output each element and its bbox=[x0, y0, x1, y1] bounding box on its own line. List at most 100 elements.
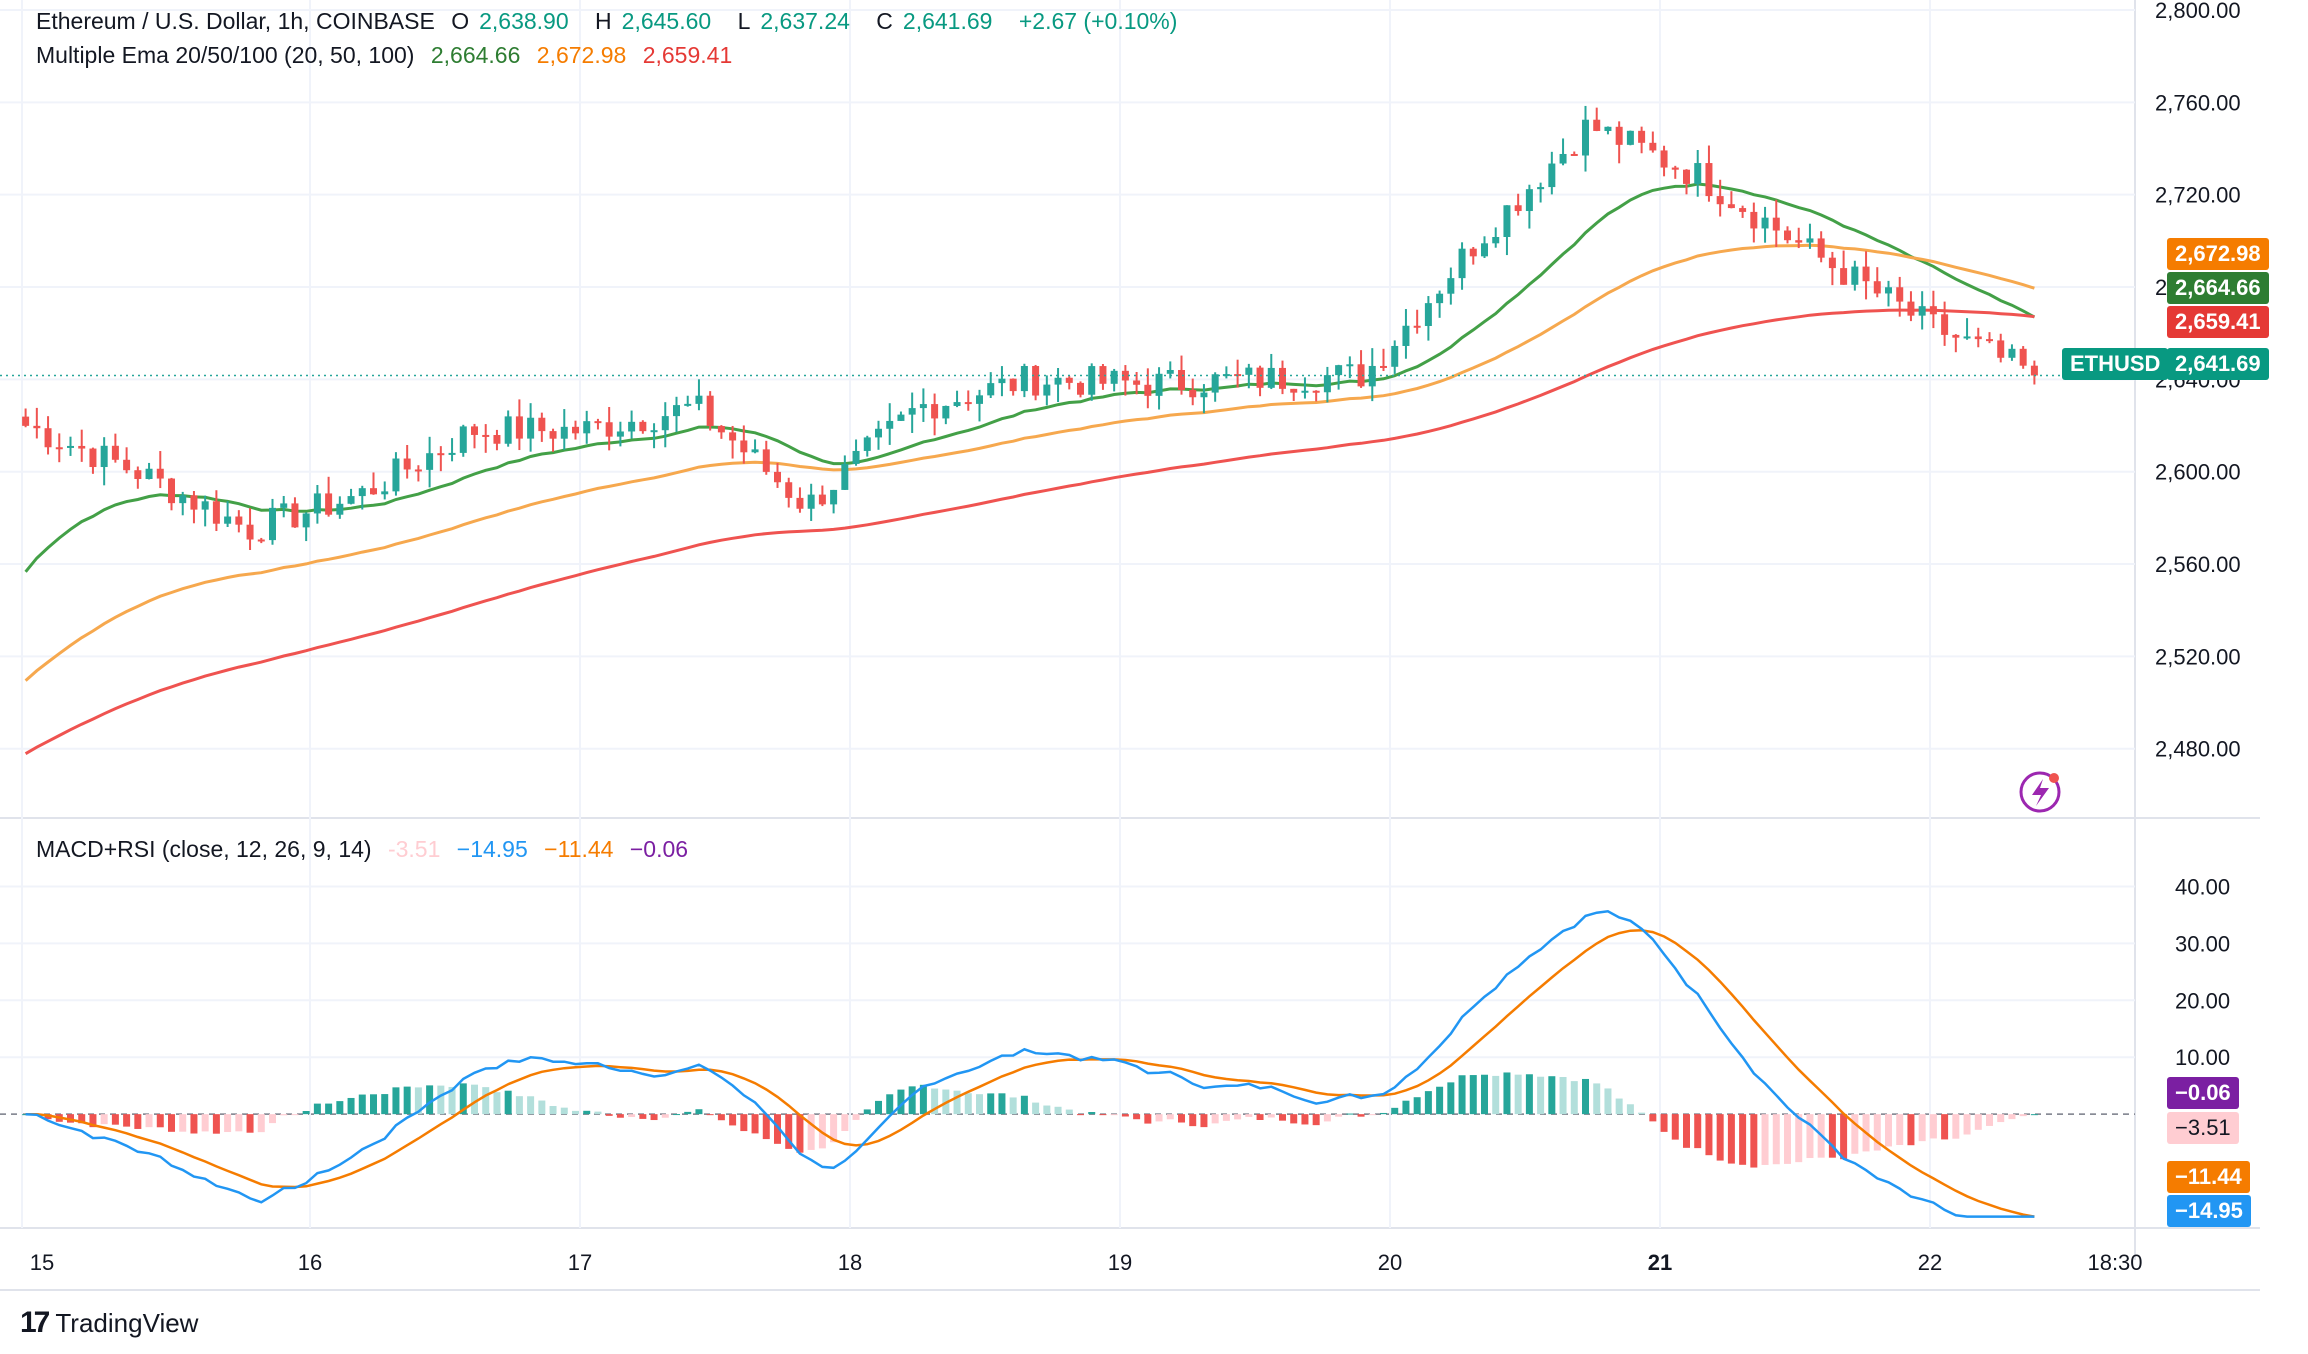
candle-body bbox=[616, 431, 624, 437]
candle-body bbox=[1492, 236, 1500, 244]
price-tick-label: 2,560.00 bbox=[2155, 552, 2241, 577]
macd-histogram-bar bbox=[684, 1111, 692, 1115]
macd-histogram-bar bbox=[594, 1111, 602, 1115]
macd-histogram-bar bbox=[998, 1093, 1006, 1115]
macd-histogram-bar bbox=[1234, 1114, 1242, 1120]
macd-histogram-bar bbox=[78, 1114, 86, 1124]
candle-body bbox=[156, 468, 164, 479]
candle-body bbox=[1638, 130, 1646, 143]
candle-body bbox=[1570, 153, 1578, 156]
macd-histogram-bar bbox=[919, 1084, 927, 1115]
candle-body bbox=[370, 488, 377, 495]
macd-histogram-bar bbox=[1548, 1076, 1556, 1115]
ema20-value: 2,664.66 bbox=[430, 42, 521, 68]
macd-histogram-bar bbox=[717, 1114, 725, 1121]
macd-histogram-bar bbox=[1245, 1114, 1253, 1117]
candle-body bbox=[594, 421, 602, 424]
macd-histogram-bar bbox=[1054, 1106, 1062, 1115]
candle-body bbox=[1189, 389, 1197, 398]
ema20-price-tag: 2,664.66 bbox=[2167, 272, 2269, 304]
candle-body bbox=[1683, 169, 1690, 184]
rsi-value: −0.06 bbox=[629, 836, 689, 862]
macd-histogram-bar bbox=[403, 1086, 411, 1115]
macd-histogram-bar bbox=[1335, 1114, 1343, 1117]
macd-histogram-bar bbox=[1436, 1086, 1444, 1115]
candle-body bbox=[22, 416, 30, 426]
candle-body bbox=[111, 445, 119, 460]
macd-histogram-bar bbox=[1222, 1114, 1230, 1121]
macd-legend: MACD+RSI (close, 12, 26, 9, 14) -3.51 −1… bbox=[36, 836, 698, 863]
macd-histogram-bar bbox=[639, 1114, 647, 1119]
candle-body bbox=[661, 416, 669, 431]
candle-body bbox=[919, 404, 927, 409]
candle-body bbox=[1514, 205, 1522, 212]
macd-histogram-bar bbox=[1380, 1112, 1387, 1115]
time-label: 18:30 bbox=[2087, 1250, 2142, 1275]
candle-body bbox=[1256, 367, 1264, 388]
candle-body bbox=[1144, 384, 1152, 396]
candle-body bbox=[1032, 366, 1040, 396]
macd-histogram-bar bbox=[1537, 1076, 1545, 1115]
macd-histogram-bar bbox=[1481, 1074, 1488, 1115]
candle-body bbox=[414, 469, 422, 472]
candle-body bbox=[964, 402, 972, 405]
macd-histogram-bar bbox=[863, 1109, 871, 1115]
candle-body bbox=[1694, 163, 1702, 184]
macd-tick-label: 10.00 bbox=[2175, 1045, 2230, 1070]
candle-body bbox=[33, 425, 41, 429]
macd-histogram-bar bbox=[1795, 1114, 1803, 1163]
candle-body bbox=[1335, 365, 1343, 376]
change-value: +2.67 (+0.10%) bbox=[1018, 8, 1178, 34]
candle-body bbox=[1211, 374, 1219, 393]
macd-histogram-bar bbox=[1469, 1075, 1477, 1115]
candle-body bbox=[538, 417, 546, 432]
macd-histogram-bar bbox=[1727, 1114, 1735, 1164]
candle-body bbox=[448, 452, 456, 455]
macd-histogram-bar bbox=[1660, 1114, 1668, 1132]
background bbox=[0, 0, 2308, 1300]
candle-body bbox=[605, 422, 613, 437]
macd-histogram-bar bbox=[1963, 1114, 1971, 1135]
flash-icon[interactable] bbox=[2019, 771, 2061, 813]
candle-body bbox=[1862, 266, 1870, 282]
candle-body bbox=[1077, 382, 1084, 395]
candle-body bbox=[1267, 367, 1275, 388]
candle-body bbox=[134, 470, 142, 480]
ema-title[interactable]: Multiple Ema 20/50/100 (20, 50, 100) bbox=[36, 42, 415, 68]
candle-body bbox=[729, 432, 737, 441]
time-label: 18 bbox=[838, 1250, 862, 1275]
macd-histogram-bar bbox=[841, 1114, 849, 1131]
macd-histogram-bar bbox=[291, 1114, 299, 1116]
macd-line-value: −14.95 bbox=[456, 836, 528, 862]
macd-title[interactable]: MACD+RSI (close, 12, 26, 9, 14) bbox=[36, 836, 372, 862]
symbol-title[interactable]: Ethereum / U.S. Dollar, 1h, COINBASE bbox=[36, 8, 435, 34]
candle-body bbox=[1020, 366, 1028, 392]
candle-body bbox=[762, 449, 770, 472]
candle-body bbox=[1065, 377, 1073, 383]
macd-histogram-bar bbox=[1391, 1107, 1399, 1115]
time-label: 16 bbox=[298, 1250, 322, 1275]
candle-body bbox=[852, 450, 860, 464]
macd-histogram-bar bbox=[302, 1111, 310, 1115]
symbol-tag: ETHUSD bbox=[2062, 348, 2169, 380]
candle-body bbox=[190, 495, 198, 510]
macd-histogram-bar bbox=[1649, 1114, 1657, 1122]
candle-body bbox=[1222, 374, 1230, 377]
macd-histogram-bar bbox=[2019, 1114, 2027, 1117]
tradingview-logo[interactable]: 17 TradingView bbox=[20, 1306, 198, 1340]
candle-body bbox=[908, 408, 916, 415]
candle-body bbox=[123, 459, 131, 471]
macd-histogram-bar bbox=[650, 1114, 658, 1121]
candle-body bbox=[1133, 380, 1141, 385]
macd-signal-line bbox=[25, 929, 2035, 1218]
macd-histogram-bar bbox=[538, 1100, 546, 1115]
macd-histogram-bar bbox=[807, 1114, 815, 1150]
macd-histogram-bar bbox=[179, 1114, 187, 1132]
macd-histogram-bar bbox=[549, 1106, 557, 1115]
candle-body bbox=[841, 463, 849, 490]
candle-body bbox=[1054, 377, 1062, 385]
candle-body bbox=[1279, 367, 1286, 389]
macd-histogram-bar bbox=[1155, 1114, 1163, 1122]
macd-histogram-bar bbox=[1323, 1114, 1331, 1122]
